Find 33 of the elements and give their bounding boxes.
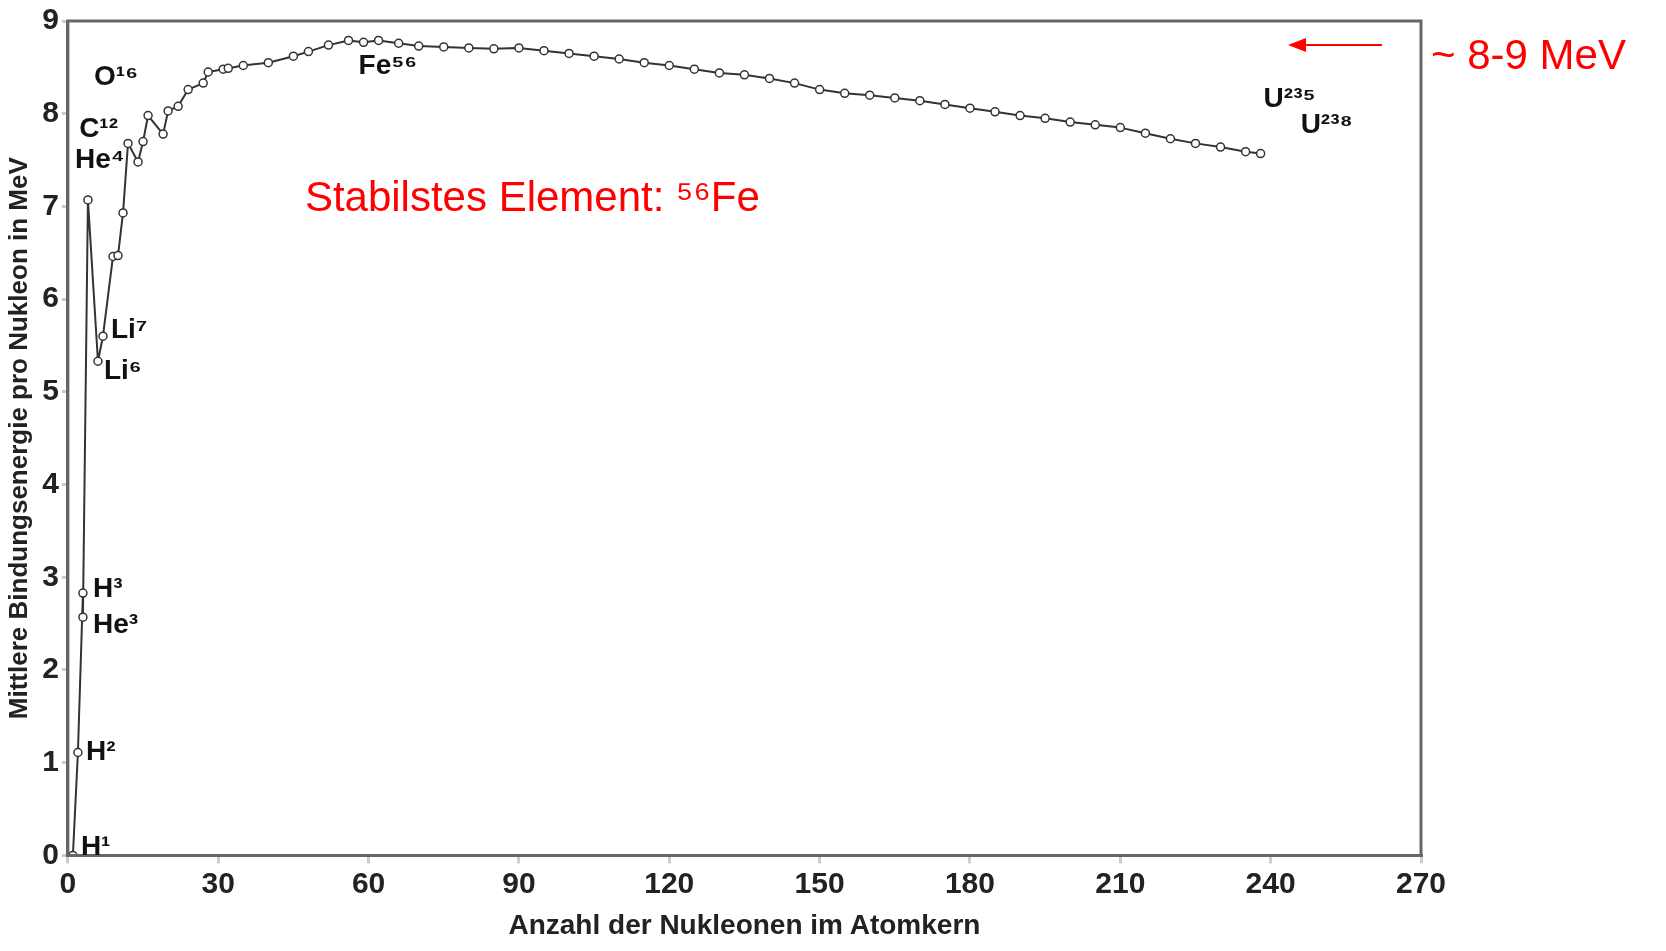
annotation: O¹⁶ [94, 60, 139, 92]
x-tick-label: 60 [351, 865, 386, 899]
x-axis-title: Anzahl der Nukleonen im Atomkern [508, 908, 981, 940]
annotation: Li⁷ [110, 312, 148, 344]
annotation: H² [85, 735, 116, 767]
x-tick-label: 240 [1245, 865, 1296, 899]
x-tick-label: 30 [201, 865, 235, 899]
x-tick-label: 150 [794, 865, 845, 899]
y-axis-title: Mittlere Bindungsenergie pro Nukleon in MeV [2, 156, 33, 720]
annotation: He³ [92, 607, 139, 639]
y-tick-label: 8 [42, 94, 59, 128]
y-tick-label: 1 [42, 743, 59, 777]
annotation: Li⁶ [103, 353, 142, 385]
annotation: He⁴ [74, 142, 125, 174]
annotation: C¹² [79, 112, 119, 144]
y-tick-label: 0 [42, 836, 59, 870]
text: ~ 8-9 MeV [1431, 30, 1626, 78]
y-tick-label: 4 [42, 465, 60, 499]
annotation: H¹ [80, 830, 111, 862]
y-tick-label: 2 [42, 651, 59, 685]
x-tick-label: 270 [1395, 865, 1447, 899]
y-tick-label: 7 [42, 187, 59, 221]
y-tick-label: 3 [42, 558, 59, 592]
annotation: Stabilstes Element: ⁵⁶Fe [304, 172, 760, 220]
y-tick-label: 6 [42, 280, 59, 314]
y-tick-label: 5 [42, 373, 59, 407]
annotation: H³ [92, 571, 123, 603]
x-tick-label: 90 [502, 865, 536, 899]
annotation: Fe⁵⁶ [358, 49, 418, 81]
y-tick-label: 9 [42, 2, 59, 36]
x-tick-label: 180 [944, 865, 995, 899]
x-tick-label: 210 [1095, 865, 1146, 899]
x-tick-label: 120 [644, 865, 695, 899]
